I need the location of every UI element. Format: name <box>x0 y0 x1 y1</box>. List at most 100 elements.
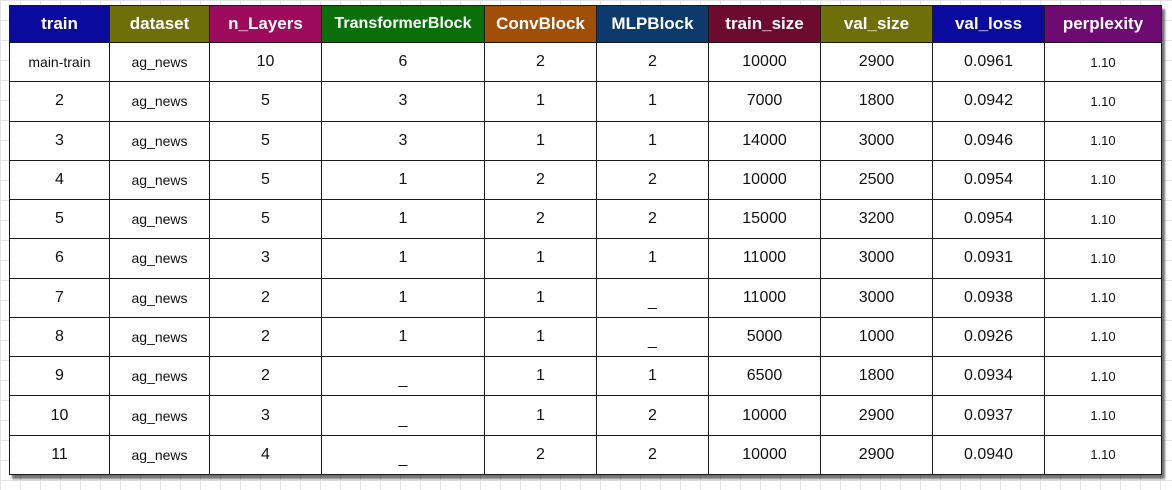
cell-train[interactable]: main-train <box>9 41 110 83</box>
cell-convblock[interactable]: 1 <box>484 81 597 122</box>
cell-val-size[interactable]: 1800 <box>820 356 933 397</box>
cell-convblock[interactable]: 2 <box>484 434 597 476</box>
cell-n-layers[interactable]: 2 <box>209 356 322 397</box>
cell-mlpblock[interactable]: 1 <box>596 120 709 161</box>
cell-val-size[interactable]: 1800 <box>820 81 933 122</box>
cell-transformerblock[interactable]: 3 <box>321 120 485 161</box>
cell-train[interactable]: 2 <box>9 81 110 122</box>
cell-dataset[interactable]: ag_news <box>109 199 210 240</box>
cell-n-layers[interactable]: 3 <box>209 395 322 436</box>
cell-transformerblock[interactable]: _ <box>321 434 485 476</box>
column-header-val-size[interactable]: val_size <box>820 5 933 43</box>
column-header-convblock[interactable]: ConvBlock <box>484 5 597 43</box>
cell-transformerblock[interactable]: 1 <box>321 277 485 318</box>
cell-val-size[interactable]: 2500 <box>820 159 933 201</box>
cell-dataset[interactable]: ag_news <box>109 277 210 318</box>
cell-mlpblock[interactable]: 1 <box>596 238 709 279</box>
cell-val-size[interactable]: 3000 <box>820 277 933 318</box>
cell-perplexity[interactable]: 1.10 <box>1044 238 1162 279</box>
cell-n-layers[interactable]: 2 <box>209 277 322 318</box>
cell-train-size[interactable]: 11000 <box>708 238 821 279</box>
cell-perplexity[interactable]: 1.10 <box>1044 159 1162 201</box>
cell-train-size[interactable]: 14000 <box>708 120 821 161</box>
cell-n-layers[interactable]: 5 <box>209 120 322 161</box>
cell-mlpblock[interactable]: _ <box>596 277 709 318</box>
cell-mlpblock[interactable]: 1 <box>596 356 709 397</box>
cell-val-loss[interactable]: 0.0937 <box>932 395 1045 436</box>
cell-perplexity[interactable]: 1.10 <box>1044 81 1162 122</box>
cell-dataset[interactable]: ag_news <box>109 81 210 122</box>
cell-train[interactable]: 7 <box>9 277 110 318</box>
cell-perplexity[interactable]: 1.10 <box>1044 356 1162 397</box>
cell-n-layers[interactable]: 10 <box>209 41 322 83</box>
cell-train[interactable]: 11 <box>9 434 110 476</box>
cell-mlpblock[interactable]: 2 <box>596 41 709 83</box>
cell-transformerblock[interactable]: 6 <box>321 41 485 83</box>
cell-train-size[interactable]: 10000 <box>708 395 821 436</box>
cell-val-size[interactable]: 3000 <box>820 120 933 161</box>
cell-transformerblock[interactable]: 1 <box>321 159 485 201</box>
cell-convblock[interactable]: 1 <box>484 238 597 279</box>
cell-train-size[interactable]: 15000 <box>708 199 821 240</box>
cell-transformerblock[interactable]: 1 <box>321 238 485 279</box>
cell-train[interactable]: 3 <box>9 120 110 161</box>
cell-perplexity[interactable]: 1.10 <box>1044 120 1162 161</box>
cell-perplexity[interactable]: 1.10 <box>1044 41 1162 83</box>
cell-val-loss[interactable]: 0.0961 <box>932 41 1045 83</box>
cell-train[interactable]: 5 <box>9 199 110 240</box>
cell-mlpblock[interactable]: 1 <box>596 81 709 122</box>
cell-val-loss[interactable]: 0.0946 <box>932 120 1045 161</box>
cell-val-size[interactable]: 3000 <box>820 238 933 279</box>
cell-dataset[interactable]: ag_news <box>109 316 210 358</box>
cell-perplexity[interactable]: 1.10 <box>1044 395 1162 436</box>
cell-convblock[interactable]: 2 <box>484 41 597 83</box>
cell-convblock[interactable]: 2 <box>484 159 597 201</box>
cell-train-size[interactable]: 11000 <box>708 277 821 318</box>
cell-convblock[interactable]: 1 <box>484 277 597 318</box>
cell-n-layers[interactable]: 5 <box>209 199 322 240</box>
cell-dataset[interactable]: ag_news <box>109 238 210 279</box>
cell-perplexity[interactable]: 1.10 <box>1044 199 1162 240</box>
column-header-dataset[interactable]: dataset <box>109 5 210 43</box>
cell-perplexity[interactable]: 1.10 <box>1044 316 1162 358</box>
cell-train-size[interactable]: 10000 <box>708 41 821 83</box>
cell-mlpblock[interactable]: _ <box>596 316 709 358</box>
cell-transformerblock[interactable]: 3 <box>321 81 485 122</box>
cell-perplexity[interactable]: 1.10 <box>1044 277 1162 318</box>
cell-val-loss[interactable]: 0.0940 <box>932 434 1045 476</box>
cell-dataset[interactable]: ag_news <box>109 356 210 397</box>
cell-train-size[interactable]: 6500 <box>708 356 821 397</box>
cell-transformerblock[interactable]: 1 <box>321 316 485 358</box>
cell-train-size[interactable]: 10000 <box>708 159 821 201</box>
cell-val-loss[interactable]: 0.0926 <box>932 316 1045 358</box>
cell-n-layers[interactable]: 2 <box>209 316 322 358</box>
column-header-n-layers[interactable]: n_Layers <box>209 5 322 43</box>
cell-n-layers[interactable]: 5 <box>209 81 322 122</box>
cell-mlpblock[interactable]: 2 <box>596 434 709 476</box>
cell-val-size[interactable]: 2900 <box>820 395 933 436</box>
cell-dataset[interactable]: ag_news <box>109 159 210 201</box>
cell-val-loss[interactable]: 0.0934 <box>932 356 1045 397</box>
cell-mlpblock[interactable]: 2 <box>596 199 709 240</box>
cell-val-loss[interactable]: 0.0954 <box>932 159 1045 201</box>
cell-train[interactable]: 9 <box>9 356 110 397</box>
cell-train-size[interactable]: 10000 <box>708 434 821 476</box>
cell-val-size[interactable]: 1000 <box>820 316 933 358</box>
column-header-mlpblock[interactable]: MLPBlock <box>596 5 709 43</box>
cell-n-layers[interactable]: 5 <box>209 159 322 201</box>
cell-val-size[interactable]: 3200 <box>820 199 933 240</box>
cell-dataset[interactable]: ag_news <box>109 395 210 436</box>
cell-train-size[interactable]: 7000 <box>708 81 821 122</box>
cell-val-size[interactable]: 2900 <box>820 41 933 83</box>
cell-val-loss[interactable]: 0.0954 <box>932 199 1045 240</box>
cell-dataset[interactable]: ag_news <box>109 41 210 83</box>
cell-dataset[interactable]: ag_news <box>109 434 210 476</box>
cell-convblock[interactable]: 2 <box>484 199 597 240</box>
cell-val-loss[interactable]: 0.0938 <box>932 277 1045 318</box>
cell-transformerblock[interactable]: 1 <box>321 199 485 240</box>
cell-val-loss[interactable]: 0.0931 <box>932 238 1045 279</box>
column-header-train-size[interactable]: train_size <box>708 5 821 43</box>
cell-train[interactable]: 4 <box>9 159 110 201</box>
cell-train-size[interactable]: 5000 <box>708 316 821 358</box>
cell-transformerblock[interactable]: _ <box>321 356 485 397</box>
